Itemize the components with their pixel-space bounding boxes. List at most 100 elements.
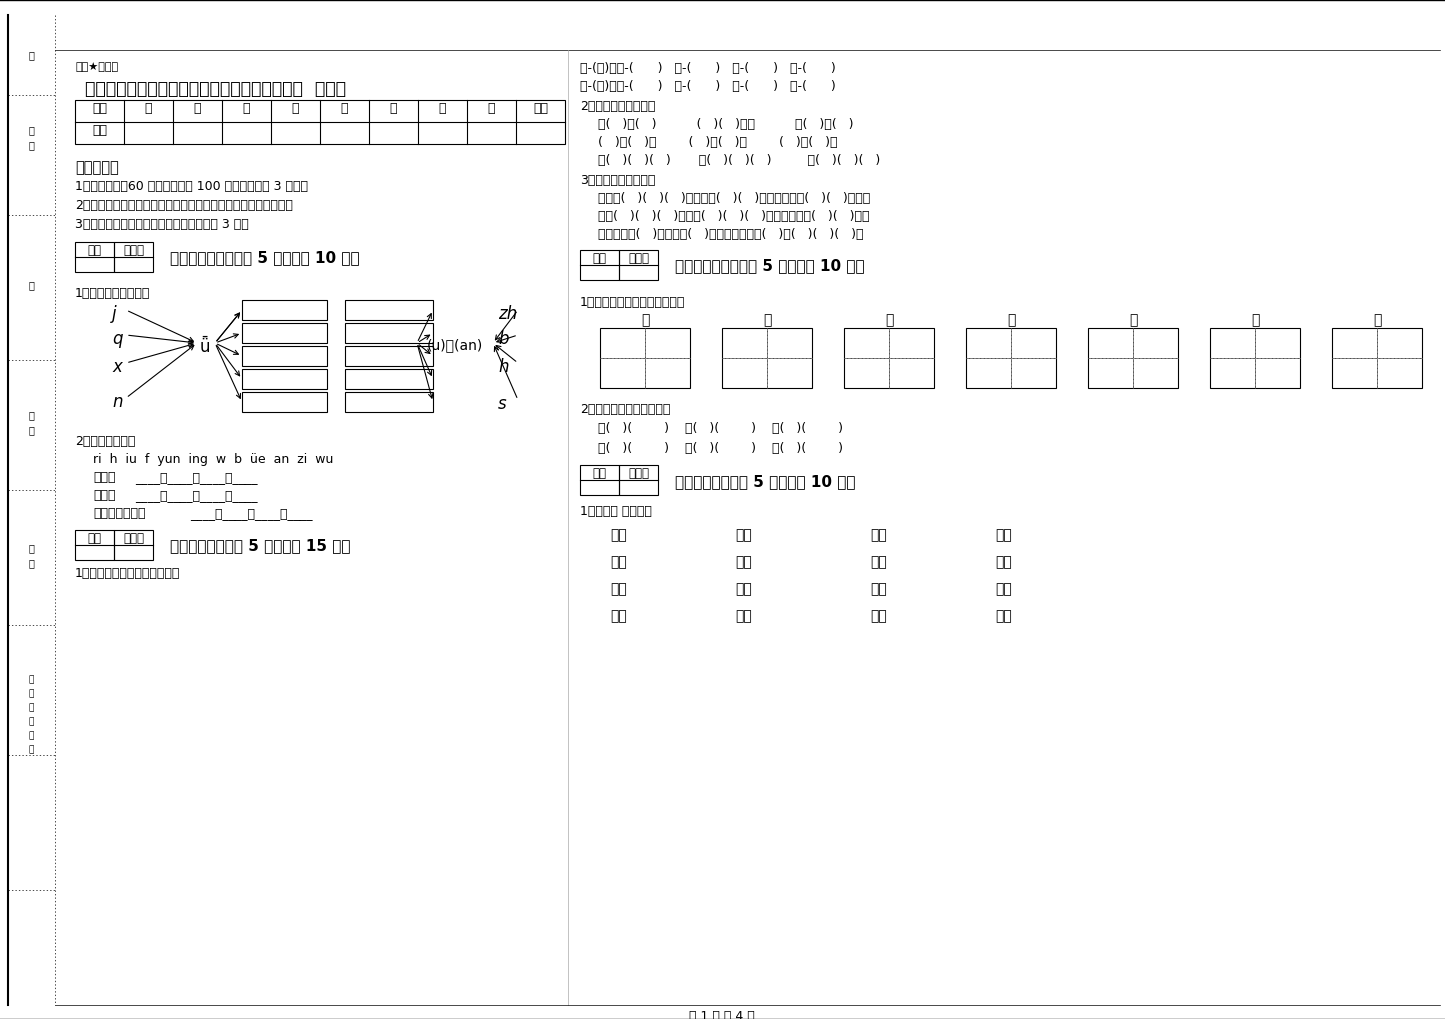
Text: 祖国: 祖国 [736,609,751,623]
Text: 道: 道 [29,732,33,741]
Text: 月牙: 月牙 [996,528,1011,542]
Bar [345,346,433,366]
Text: 八: 八 [488,102,496,115]
Text: 评卷人: 评卷人 [123,244,144,257]
Text: 评卷人: 评卷人 [123,532,144,545]
Text: 竹叶: 竹叶 [996,582,1011,596]
Text: ____、____、____、____: ____、____、____、____ [134,471,257,484]
Text: 1、请正确的书写下面的汉字。: 1、请正确的书写下面的汉字。 [579,296,685,309]
Bar [75,242,114,272]
Text: 四: 四 [292,102,299,115]
Text: 拨-(发)：志-(      )   汽-(      )   道-(      )   对-(      ): 拨-(发)：志-( ) 汽-( ) 道-( ) 对-( ) [579,81,835,93]
Text: 象(   )(        )    青(   )(        )    干(   )(        ): 象( )( ) 青( )( ) 干( )( ) [598,422,842,435]
Bar [1332,328,1422,388]
Bar [241,323,327,343]
Text: 2、请首先按要求在试卷的指定位置填写您的姓名、班级、学号。: 2、请首先按要求在试卷的指定位置填写您的姓名、班级、学号。 [75,199,293,212]
Text: 1、考试时间：60 分钟，满分为 100 分（含卷面分 3 分）。: 1、考试时间：60 分钟，满分为 100 分（含卷面分 3 分）。 [75,180,308,193]
Text: 得分: 得分 [88,532,101,545]
Text: (   )长(   )久        (   )大(   )深        (   )积(   )累: ( )长( )久 ( )大( )深 ( )积( )累 [598,136,838,149]
Text: 乡: 乡 [29,676,33,685]
Text: 九: 九 [1373,313,1381,327]
Text: 来到(   )(   )(   )，来到(   )(   )(   )。花儿向我们(   )(   )，小: 来到( )( )( )，来到( )( )( )。花儿向我们( )( )，小 [598,210,870,223]
Text: x: x [113,358,121,376]
Text: 镇: 镇 [29,690,33,698]
Text: 四、连一连（每题 5 分，共计 10 分）: 四、连一连（每题 5 分，共计 10 分） [675,474,855,489]
Text: 得分: 得分 [92,124,107,137]
Text: ǖ: ǖ [199,338,211,356]
Text: 学: 学 [27,543,33,553]
Text: 考试须知：: 考试须知： [75,160,118,175]
Text: b: b [499,330,509,348]
Text: 三、识字写字（每题 5 分，共计 10 分）: 三、识字写字（每题 5 分，共计 10 分） [675,258,864,273]
Text: 溪为我们歌(   )。感谢亲(   )的祖国，让我们(   )由(   )(   )(   )。: 溪为我们歌( )。感谢亲( )的祖国，让我们( )由( )( )( )。 [598,228,864,242]
Text: 准: 准 [27,280,33,290]
Text: s: s [499,395,507,413]
Text: 级: 级 [27,425,33,435]
Text: （: （ [29,703,33,712]
Bar [1088,328,1178,388]
Text: 2、把成语补充完整。: 2、把成语补充完整。 [579,100,656,113]
Text: h: h [499,358,509,376]
Bar [241,369,327,389]
Bar [579,250,618,280]
Text: 一: 一 [144,102,152,115]
Text: 得分: 得分 [592,252,607,265]
Text: 六: 六 [1007,313,1016,327]
Bar [345,369,433,389]
Bar [241,346,327,366]
Bar [241,300,327,320]
Bar [241,392,327,412]
Text: 春(   )(   )(   )       春(   )(   )(   )         春(   )(   )(   ): 春( )( )( ) 春( )( )( ) 春( )( )( ) [598,154,880,167]
Text: 二、填空题（每题 5 分，共计 15 分）: 二、填空题（每题 5 分，共计 15 分） [171,538,351,553]
Text: 总分: 总分 [533,102,548,115]
Text: 得分: 得分 [592,467,607,480]
Bar [618,465,657,495]
Text: 校: 校 [27,558,33,568]
Text: ____、____、____、____: ____、____、____、____ [134,489,257,502]
Bar [345,392,433,412]
Bar [579,465,618,495]
Text: 整体认读音节：: 整体认读音节： [92,507,146,520]
Text: zh: zh [499,305,517,323]
Text: 白云: 白云 [610,582,627,596]
Bar [345,300,433,320]
Text: 小鸟: 小鸟 [610,555,627,569]
Text: 种子: 种子 [610,609,627,623]
Text: 三: 三 [243,102,250,115]
Text: 八: 八 [1251,313,1259,327]
Text: 五: 五 [884,313,893,327]
Text: 名: 名 [27,140,33,150]
Text: 小鸟在(   )(   )(   )路，风儿(   )(   )我们，我们像(   )(   )一样，: 小鸟在( )( )( )路，风儿( )( )我们，我们像( )( )一样， [598,192,870,205]
Text: 三: 三 [640,313,649,327]
Text: 小鸡: 小鸡 [870,528,887,542]
Bar [114,242,153,272]
Text: 一、拼音部分（每题 5 分，共计 10 分）: 一、拼音部分（每题 5 分，共计 10 分） [171,250,360,265]
Text: 声母：: 声母： [92,471,116,484]
Text: 得分: 得分 [88,244,101,257]
Text: 七: 七 [1129,313,1137,327]
Bar [75,100,565,144]
Bar [1209,328,1300,388]
Text: 2、按要求分类。: 2、按要求分类。 [75,435,136,448]
Text: 枫叶: 枫叶 [996,555,1011,569]
Text: 四: 四 [763,313,772,327]
Text: 1、读一读 连一连。: 1、读一读 连一连。 [579,505,652,518]
Text: q: q [113,330,123,348]
Text: 六: 六 [390,102,397,115]
Text: n: n [113,393,123,411]
Text: ）: ） [29,746,33,754]
Text: 树林: 树林 [736,528,751,542]
Text: 江苏省重点小学一年级语文上学期期末考试试题  附解析: 江苏省重点小学一年级语文上学期期末考试试题 附解析 [85,81,345,98]
Text: 评卷人: 评卷人 [629,467,649,480]
Bar [722,328,812,388]
Text: 班: 班 [27,410,33,420]
Text: 梅花: 梅花 [996,609,1011,623]
Text: 1、变一变，认识汉字新朋友。: 1、变一变，认识汉字新朋友。 [75,567,181,580]
Text: 自(   )自(   )          (   )(   )不乱          干(   )万(   ): 自( )自( ) ( )( )不乱 干( )万( ) [598,118,854,131]
Bar [600,328,691,388]
Bar [345,323,433,343]
Text: 3、不要在试卷上乱写乱画，卷面不整洁扣 3 分。: 3、不要在试卷上乱写乱画，卷面不整洁扣 3 分。 [75,218,249,231]
Text: 绝密★启用前: 绝密★启用前 [75,62,118,72]
Text: 题: 题 [27,50,33,60]
Bar [75,530,114,560]
